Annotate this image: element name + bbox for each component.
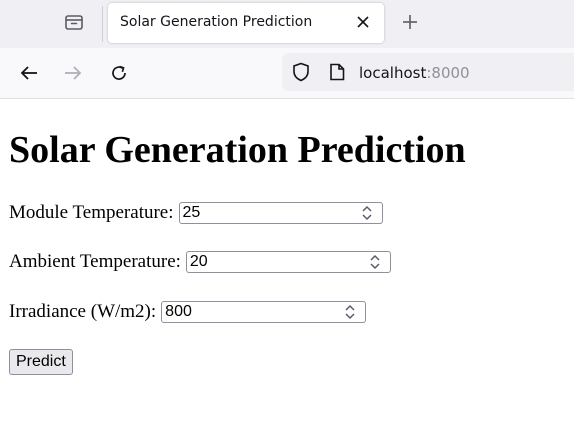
module-temperature-input[interactable] (182, 203, 348, 223)
module-temperature-row: Module Temperature: (9, 200, 383, 226)
page-title: Solar Generation Prediction (9, 129, 466, 171)
url-bar[interactable]: localhost:8000 (282, 53, 574, 91)
ambient-temperature-input[interactable] (189, 252, 355, 272)
module-temperature-label: Module Temperature: (9, 202, 174, 223)
spinner-arrows-icon (361, 205, 372, 221)
url-text[interactable]: localhost:8000 (359, 53, 470, 91)
tab-title: Solar Generation Prediction (120, 14, 313, 30)
ambient-temperature-spinner[interactable] (365, 253, 385, 271)
url-port: :8000 (426, 64, 470, 82)
forward-button[interactable] (58, 59, 88, 87)
browser-tab-strip: Solar Generation Prediction (0, 0, 574, 48)
plus-icon (403, 15, 417, 29)
ambient-temperature-row: Ambient Temperature: (9, 249, 391, 275)
irradiance-spinner[interactable] (340, 303, 360, 321)
new-tab-button[interactable] (396, 6, 424, 38)
back-arrow-icon (20, 66, 37, 80)
page-content: Solar Generation Prediction Module Tempe… (9, 99, 574, 438)
tab-list-icon (65, 15, 83, 30)
forward-arrow-icon (65, 66, 82, 80)
back-button[interactable] (14, 59, 44, 87)
tab-active[interactable]: Solar Generation Prediction (108, 3, 384, 43)
spinner-arrows-icon (345, 304, 355, 320)
ambient-temperature-field[interactable] (185, 251, 391, 273)
module-temperature-spinner[interactable] (357, 204, 377, 222)
ambient-temperature-label: Ambient Temperature: (9, 251, 181, 272)
close-icon (357, 16, 369, 28)
reload-button[interactable] (104, 59, 134, 87)
navigation-toolbar: localhost:8000 (0, 48, 574, 99)
module-temperature-field[interactable] (178, 202, 383, 224)
url-host: localhost (359, 64, 427, 82)
page-icon (330, 63, 345, 81)
tab-list-button[interactable] (56, 6, 92, 38)
tab-separator (102, 6, 103, 42)
tab-close-button[interactable] (352, 11, 374, 33)
tracking-protection-button[interactable] (290, 61, 312, 83)
predict-button[interactable]: Predict (9, 349, 73, 375)
irradiance-field[interactable] (161, 301, 367, 323)
site-info-button[interactable] (326, 61, 348, 83)
irradiance-row: Irradiance (W/m2): (9, 299, 367, 325)
irradiance-input[interactable] (165, 302, 331, 322)
reload-icon (112, 65, 126, 80)
irradiance-label: Irradiance (W/m2): (9, 301, 157, 322)
spinner-arrows-icon (370, 254, 380, 270)
shield-icon (293, 62, 309, 82)
